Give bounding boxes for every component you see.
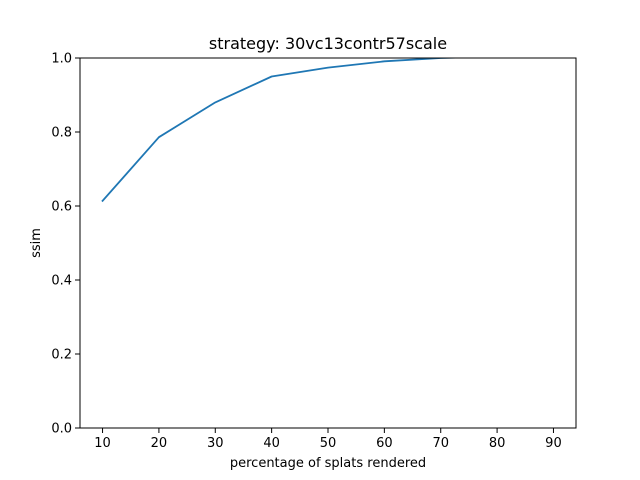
y-tick-label: 0.8: [51, 126, 72, 141]
x-tick-label: 60: [376, 436, 393, 451]
x-tick-label: 30: [207, 436, 224, 451]
series-line-0: [101, 58, 476, 203]
x-tick-label: 20: [151, 436, 168, 451]
y-tick-label: 0.2: [51, 348, 72, 363]
y-tick-label: 1.0: [51, 52, 72, 67]
chart-title: strategy: 30vc13contr57scale: [209, 34, 447, 53]
x-tick-label: 80: [489, 436, 506, 451]
y-axis-label: ssim: [29, 228, 44, 258]
x-tick-label: 40: [263, 436, 280, 451]
y-tick-label: 0.6: [51, 200, 72, 215]
x-tick-label: 70: [432, 436, 449, 451]
x-tick-label: 90: [545, 436, 562, 451]
y-tick-label: 0.4: [51, 274, 72, 289]
y-tick-label: 0.0: [51, 422, 72, 437]
series-layer: [101, 58, 476, 203]
x-axis: 10 20 30 40 50 60 70 80 90: [94, 428, 562, 451]
x-tick-label: 10: [94, 436, 111, 451]
y-axis: 0.0 0.2 0.4 0.6 0.8 1.0: [51, 52, 80, 437]
x-axis-label: percentage of splats rendered: [230, 456, 426, 471]
x-tick-label: 50: [320, 436, 337, 451]
